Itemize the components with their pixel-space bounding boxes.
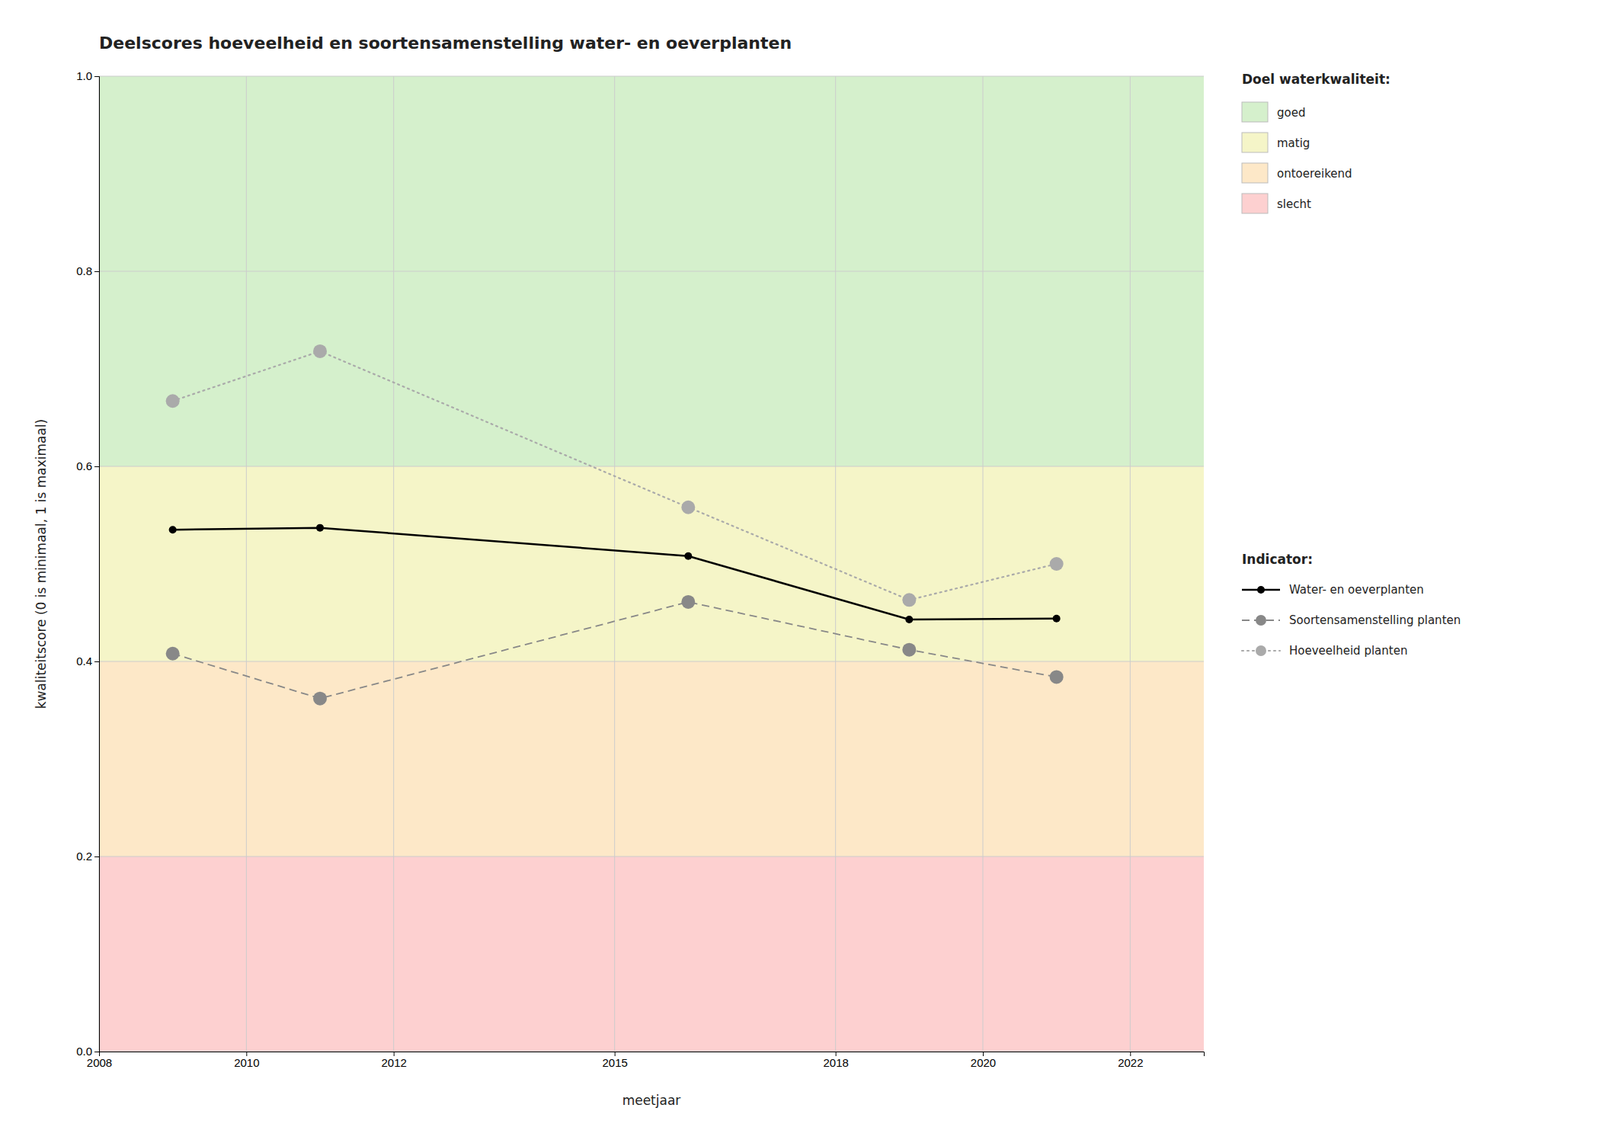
axis-line: [94, 76, 100, 1053]
legend-title: Doel waterkwaliteit:: [1241, 71, 1391, 87]
series: [169, 524, 1061, 624]
grid-line: [835, 76, 836, 1052]
legend-label: matig: [1276, 136, 1310, 151]
legend-label: goed: [1276, 105, 1306, 120]
tick-label: 0.0: [76, 1044, 93, 1058]
tick-mark: [94, 661, 100, 663]
grid-line: [99, 856, 1204, 858]
grid-line: [99, 661, 1204, 663]
marker: [681, 595, 695, 609]
tick-label: 2010: [233, 1056, 260, 1069]
title: Deelscores hoeveelheid en soortensamenst…: [99, 33, 792, 53]
band: [99, 76, 1204, 467]
line: [172, 528, 1057, 620]
marker: [902, 643, 916, 657]
legend-label: Soortensamenstelling planten: [1289, 613, 1461, 628]
x-axis-title: meetjaar: [622, 1092, 682, 1108]
marker: [681, 500, 695, 515]
marker: [1049, 669, 1064, 684]
tick-label: 0.8: [76, 264, 93, 278]
tick-mark: [94, 271, 100, 272]
axis-line: [99, 1052, 1205, 1057]
marker: [905, 615, 913, 624]
grid: [99, 76, 1204, 1052]
tick-label: 0.2: [76, 849, 93, 863]
tick-label: 0.6: [76, 459, 93, 473]
plot: 20082010201220152018202020220.00.20.40.6…: [76, 69, 1204, 1069]
tick-label: 0.4: [76, 654, 93, 668]
grid-line: [99, 271, 1204, 272]
grid-line: [614, 76, 615, 1052]
tick: 2012: [380, 1051, 407, 1069]
legend-label: ontoereikend: [1276, 166, 1353, 181]
y-axis: 0.0 0.2 0.4 0.6 0.8 1.0: [76, 69, 100, 1058]
marker: [166, 393, 180, 408]
legend-swatch: [1241, 163, 1268, 183]
marker: [684, 552, 692, 560]
tick-label: 2020: [970, 1056, 996, 1069]
tick: 0.0: [76, 1044, 100, 1058]
marker: [169, 525, 177, 534]
tick-label: 2022: [1117, 1056, 1143, 1069]
series: [166, 344, 1064, 607]
marker: [166, 646, 180, 661]
legend-label: Hoeveelheid planten: [1289, 643, 1408, 658]
tick-mark: [94, 1051, 100, 1053]
legend-marker: [1255, 645, 1267, 656]
legend: Doel waterkwaliteit: goed matig ontoereiken…: [1241, 71, 1391, 214]
grid-line: [982, 76, 984, 1052]
series: [166, 595, 1064, 706]
grid-line: [99, 466, 1204, 468]
tick-mark: [94, 76, 100, 77]
marker: [313, 344, 327, 359]
y-axis-title: kwaliteitscore (0 is minimaal, 1 is maxi…: [33, 419, 49, 709]
grid-line: [99, 76, 1204, 77]
tick: 0.2: [76, 849, 100, 863]
marker: [902, 592, 916, 607]
tick-mark: [94, 466, 100, 468]
grid-line: [246, 76, 247, 1052]
tick-label: 2015: [601, 1056, 628, 1069]
chart: 20082010201220152018202020220.00.20.40.6…: [0, 0, 1600, 1143]
tick-label: 2018: [822, 1056, 848, 1069]
tick: 0.6: [76, 459, 100, 473]
grid-line: [1129, 76, 1131, 1052]
legend-label: Water- en oeverplanten: [1289, 582, 1424, 597]
band: [99, 661, 1204, 857]
legend-swatch: [1241, 193, 1268, 214]
tick: 0.8: [76, 264, 100, 278]
legend-swatch: [1241, 102, 1268, 122]
tick: 0.4: [76, 654, 100, 668]
legend-label: slecht: [1276, 197, 1312, 212]
line: [172, 601, 1057, 699]
legend-marker: [1257, 585, 1265, 594]
legend: Indicator: Water- en oeverplanten Soortens…: [1241, 551, 1461, 658]
legend-swatch: [1241, 132, 1268, 153]
band: [99, 856, 1204, 1052]
tick: 2022: [1117, 1051, 1143, 1069]
tick: 2010: [233, 1051, 260, 1069]
tick-mark: [94, 856, 100, 858]
legend-marker: [1255, 614, 1267, 626]
tick: 2020: [970, 1051, 996, 1069]
band: [99, 466, 1204, 662]
bands: [99, 76, 1204, 1052]
tick: 2018: [822, 1051, 848, 1069]
marker: [316, 524, 324, 532]
marker: [1052, 614, 1061, 623]
marker: [1049, 556, 1064, 571]
tick: 2015: [601, 1051, 628, 1069]
legend-title: Indicator:: [1241, 551, 1313, 567]
x-axis: 2008201020122015201820202022: [86, 1051, 1205, 1069]
tick: 1.0: [76, 69, 100, 83]
tick-label: 2012: [380, 1056, 407, 1069]
marker: [313, 691, 327, 706]
line: [172, 351, 1057, 600]
series-layer: [166, 344, 1064, 706]
grid-line: [393, 76, 394, 1052]
tick-label: 1.0: [76, 69, 93, 83]
